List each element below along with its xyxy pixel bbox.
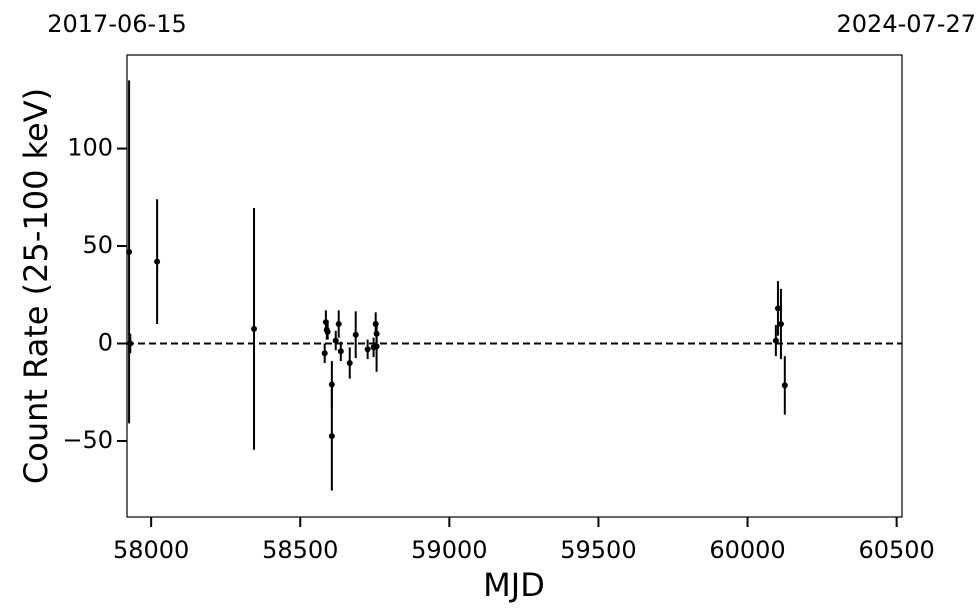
- x-tick-label: 59500: [560, 536, 636, 564]
- x-tick-label: 60500: [858, 536, 934, 564]
- data-point: [777, 321, 784, 328]
- top-date-label: 2024-07-27: [837, 10, 976, 38]
- data-point: [154, 258, 161, 265]
- data-point: [126, 248, 133, 255]
- x-tick-label: 58500: [262, 536, 338, 564]
- data-point: [346, 360, 353, 366]
- data-point: [127, 340, 134, 347]
- top-date-label: 2017-06-15: [47, 10, 186, 38]
- data-point: [781, 382, 788, 389]
- x-axis-label: MJD: [483, 566, 545, 604]
- y-tick-label: −50: [62, 426, 113, 454]
- data-point: [335, 321, 342, 328]
- y-axis-label: Count Rate (25-100 keV): [17, 88, 55, 484]
- data-point: [373, 330, 380, 337]
- data-point: [774, 305, 781, 312]
- data-point: [364, 346, 371, 353]
- x-tick-label: 59000: [411, 536, 487, 564]
- y-tick-label: 100: [67, 134, 113, 162]
- data-point: [373, 343, 380, 350]
- data-point: [324, 328, 331, 335]
- data-point: [772, 337, 779, 344]
- data-point: [352, 331, 359, 338]
- x-tick-label: 60000: [709, 536, 785, 564]
- data-point: [321, 350, 328, 357]
- data-point: [337, 348, 344, 355]
- y-tick-label: 50: [82, 231, 113, 259]
- x-tick-label: 58000: [113, 536, 189, 564]
- plot-frame: [126, 54, 903, 518]
- data-point: [251, 325, 258, 332]
- data-point: [328, 433, 335, 440]
- y-tick-label: 0: [98, 329, 113, 357]
- data-point: [332, 337, 339, 344]
